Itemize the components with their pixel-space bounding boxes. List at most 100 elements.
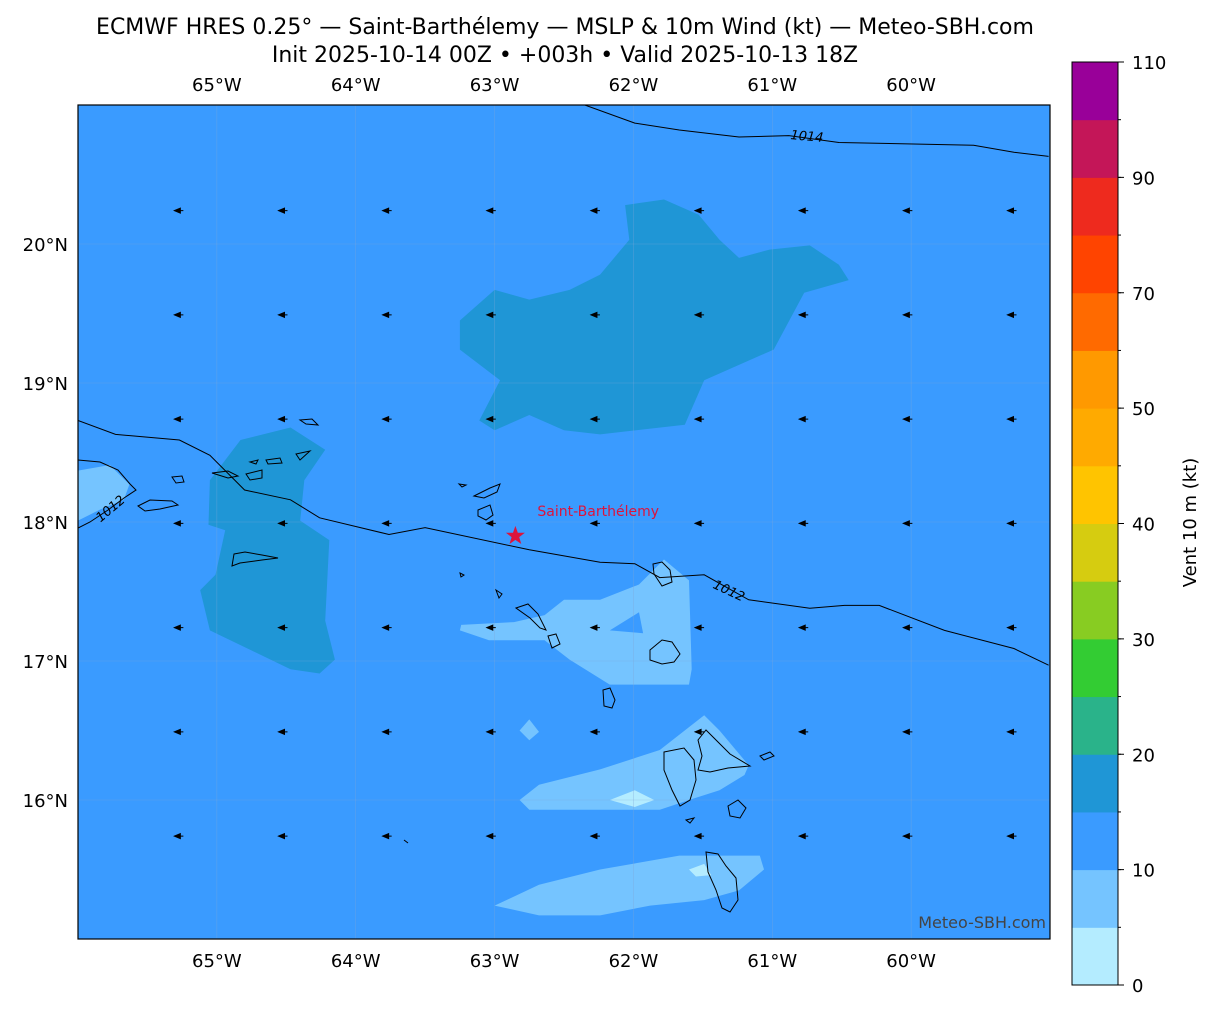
colorbar-swatch: [1072, 523, 1118, 582]
wind-arrow: [797, 520, 809, 527]
wind-arrow: [381, 207, 392, 214]
wind-arrow: [902, 624, 913, 631]
colorbar-swatch: [1072, 235, 1118, 294]
wind-area: [689, 863, 712, 877]
colorbar-tick-label: 70: [1132, 284, 1155, 305]
x-tick-label-top: 64°W: [331, 75, 381, 96]
wind-arrow: [381, 624, 392, 631]
coastline: [477, 504, 494, 521]
wind-arrow: [173, 832, 184, 840]
wind-arrow: [589, 624, 600, 631]
wind-arrow: [1006, 624, 1017, 631]
x-tick-label-top: 62°W: [609, 75, 659, 96]
station-marker: [505, 525, 525, 544]
wind-arrow: [381, 832, 392, 840]
grid-layer: [78, 105, 1050, 939]
colorbar-swatch: [1072, 62, 1118, 121]
coastline: [211, 470, 240, 479]
colorbar-swatch: [1072, 638, 1118, 698]
wind-arrow: [693, 624, 705, 631]
x-tick-label: 64°W: [331, 951, 381, 972]
wind-arrow: [589, 311, 600, 319]
wind-arrow: [381, 728, 392, 736]
wind-arrow: [173, 311, 184, 319]
wind-area: [200, 427, 335, 674]
wind-arrow: [277, 520, 288, 527]
coastline: [298, 418, 320, 426]
station-label: Saint-Barthélemy: [537, 504, 659, 520]
x-tick-label: 60°W: [886, 951, 936, 972]
colorbar-tick-label: 10: [1132, 861, 1155, 882]
wind-arrow: [1006, 728, 1017, 736]
colorbar-swatch: [1072, 350, 1118, 409]
axis-layer: 65°W 65°W 64°W 64°W 63°W 63°W 62°W 62°W 61°W 61°W…: [23, 75, 937, 972]
y-tick-label: 18°N: [23, 513, 68, 534]
wind-arrow: [173, 207, 184, 214]
wind-arrow: [693, 520, 705, 527]
wind-arrow: [797, 624, 809, 631]
wind-area: [609, 612, 644, 634]
wind-arrow: [693, 415, 705, 423]
colorbar-tick-label: 0: [1132, 976, 1143, 997]
wind-arrow: [277, 728, 288, 736]
coastline: [457, 483, 501, 499]
coastline: [663, 729, 752, 807]
colorbar-swatch: [1072, 869, 1118, 928]
wind-arrow: [381, 520, 392, 527]
wind-arrow: [277, 832, 288, 840]
wind-arrow: [902, 207, 913, 214]
wind-arrow: [797, 311, 809, 319]
coastline: [231, 551, 279, 567]
wind-area: [609, 790, 655, 807]
wind-arrow: [277, 311, 288, 319]
y-tick-label: 16°N: [23, 791, 68, 812]
colorbar-swatch: [1072, 292, 1118, 351]
wind-arrow: [693, 832, 705, 840]
colorbar-tick-label: 90: [1132, 168, 1155, 189]
coastline: [649, 639, 681, 665]
coastline: [403, 839, 409, 844]
isobar: [584, 105, 1049, 157]
wind-arrow: [902, 415, 913, 423]
wind-fill-layer: [78, 199, 849, 916]
wind-arrow: [381, 311, 392, 319]
wind-arrow: [902, 311, 913, 319]
x-tick-label: 62°W: [609, 951, 659, 972]
colorbar: 0 10 20 30 40 50 70 90 110 Vent 10 m (kt): [1071, 53, 1201, 997]
colorbar-swatch: [1072, 754, 1118, 813]
colorbar-tick-label: 20: [1132, 745, 1155, 766]
wind-area: [519, 715, 749, 810]
chart-subtitle: Init 2025-10-14 00Z • +003h • Valid 2025…: [272, 43, 858, 68]
wind-arrow: [589, 728, 600, 736]
y-tick-label: 17°N: [23, 652, 68, 673]
wind-arrow: [693, 311, 705, 319]
coastlines: [78, 418, 775, 913]
wind-arrow-layer: [173, 207, 1017, 840]
wind-arrow: [902, 728, 913, 736]
wind-arrow: [485, 624, 496, 631]
colorbar-swatch: [1072, 408, 1118, 467]
wind-arrow: [485, 728, 496, 736]
wind-arrow: [902, 520, 913, 527]
x-tick-label: 63°W: [470, 951, 520, 972]
wind-arrow: [589, 207, 600, 214]
wind-arrow: [797, 832, 809, 840]
isobar: [78, 420, 1049, 666]
wind-arrow: [693, 728, 705, 736]
wind-arrow: [277, 207, 288, 214]
wind-arrow: [173, 728, 184, 736]
colorbar-swatch: [1072, 465, 1118, 524]
wind-arrow: [173, 415, 184, 423]
y-tick-label: 20°N: [23, 235, 68, 256]
colorbar-tick-label: 110: [1132, 53, 1166, 74]
wind-arrow: [173, 624, 184, 631]
chart-title: ECMWF HRES 0.25° — Saint-Barthélemy — MS…: [96, 15, 1034, 40]
wind-arrow: [277, 415, 288, 423]
wind-arrow: [797, 728, 809, 736]
x-tick-label-top: 63°W: [470, 75, 520, 96]
coastline: [547, 633, 561, 649]
coastline: [245, 450, 312, 481]
colorbar-swatch: [1072, 119, 1118, 178]
